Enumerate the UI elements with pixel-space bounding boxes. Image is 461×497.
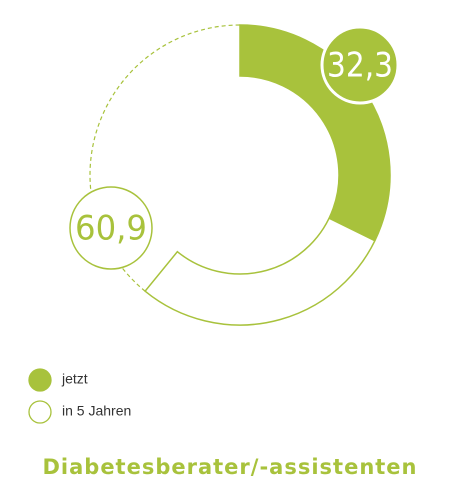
legend-swatch xyxy=(28,400,52,424)
legend-swatch xyxy=(28,368,52,392)
value-label: 32,3 xyxy=(327,46,393,86)
label-bubble xyxy=(320,25,400,105)
chart-title: Diabetesberater/-assistenten xyxy=(42,455,417,479)
remainder-arc xyxy=(89,24,240,292)
label-bubble xyxy=(69,186,153,270)
value-label: 60,9 xyxy=(75,209,147,249)
legend-label: jetzt xyxy=(61,371,88,387)
legend-label: in 5 Jahren xyxy=(62,403,131,419)
